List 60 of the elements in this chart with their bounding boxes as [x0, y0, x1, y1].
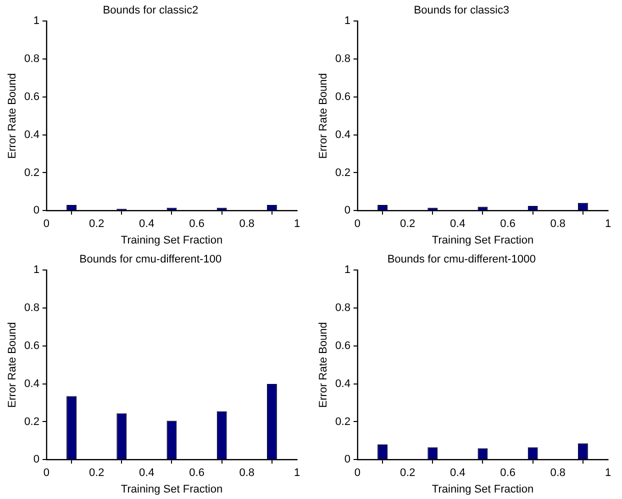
- y-tick-label: 0.6: [335, 90, 350, 103]
- x-axis-title: Training Set Fraction: [120, 483, 223, 496]
- x-tick-label: 0: [43, 467, 50, 480]
- x-tick-label: 1: [604, 218, 612, 230]
- x-tick-label: 0.4: [139, 218, 154, 230]
- y-tick-label: 0.2: [335, 166, 350, 179]
- y-tick-label: 1: [344, 15, 350, 28]
- x-axis-title: Training Set Fraction: [432, 234, 534, 246]
- x-tick-label: 0.8: [239, 467, 255, 480]
- y-tick-label: 0.4: [24, 128, 40, 141]
- y-tick-label: 0.8: [335, 302, 350, 314]
- x-tick-label: 0.8: [550, 218, 566, 230]
- x-tick-label: 0.4: [139, 467, 154, 480]
- y-axis-title: Error Rate Bound: [318, 73, 330, 159]
- y-tick-label: 0: [33, 454, 40, 466]
- x-axis-title: Training Set Fraction: [432, 483, 534, 496]
- y-axis-title: Error Rate Bound: [6, 73, 19, 159]
- x-tick-label: 0.8: [239, 218, 255, 230]
- y-tick-label: 1: [33, 264, 40, 276]
- y-tick-label: 1: [33, 15, 40, 28]
- y-axis-title: Error Rate Bound: [318, 322, 330, 408]
- y-tick-label: 0.8: [24, 302, 40, 314]
- x-tick-label: 0.2: [88, 218, 104, 230]
- y-tick-label: 0.2: [24, 416, 40, 428]
- y-axis-title: Error Rate Bound: [6, 322, 19, 408]
- y-tick-label: 0.4: [335, 378, 350, 390]
- y-tick-label: 0.6: [24, 90, 40, 103]
- chart-title: Bounds for cmu-different-1000: [387, 254, 536, 266]
- y-tick-label: 0.6: [335, 340, 350, 352]
- y-tick-label: 0.2: [335, 416, 350, 428]
- x-tick-label: 0: [43, 218, 50, 230]
- y-tick-label: 0.8: [24, 53, 40, 66]
- y-tick-label: 0.4: [24, 378, 40, 390]
- x-tick-label: 1: [604, 467, 612, 480]
- x-tick-label: 0.4: [450, 218, 466, 230]
- x-tick-label: 0: [354, 467, 361, 480]
- x-tick-label: 0.2: [88, 467, 104, 480]
- x-tick-label: 0.8: [550, 467, 566, 480]
- y-tick-label: 0.6: [24, 340, 40, 352]
- x-tick-label: 0: [354, 218, 361, 230]
- chart-title: Bounds for classic2: [102, 4, 198, 17]
- x-tick-label: 1: [294, 467, 300, 480]
- x-tick-label: 0.4: [450, 467, 466, 480]
- x-tick-label: 0.6: [500, 467, 516, 480]
- x-tick-label: 1: [294, 218, 300, 230]
- y-tick-label: 0.2: [24, 166, 40, 179]
- x-axis-title: Training Set Fraction: [120, 234, 223, 246]
- y-tick-label: 0: [344, 454, 350, 466]
- x-tick-label: 0.6: [500, 218, 516, 230]
- chart-title: Bounds for cmu-different-100: [79, 254, 222, 266]
- y-tick-label: 1: [344, 264, 350, 276]
- x-tick-label: 0.6: [189, 467, 204, 480]
- x-tick-label: 0.6: [189, 218, 204, 230]
- y-tick-label: 0: [33, 204, 40, 217]
- y-tick-label: 0.4: [335, 128, 350, 141]
- y-tick-label: 0: [344, 204, 350, 217]
- y-tick-label: 0.8: [335, 53, 350, 66]
- chart-title: Bounds for classic3: [414, 4, 510, 17]
- x-tick-label: 0.2: [400, 467, 416, 480]
- x-tick-label: 0.2: [400, 218, 416, 230]
